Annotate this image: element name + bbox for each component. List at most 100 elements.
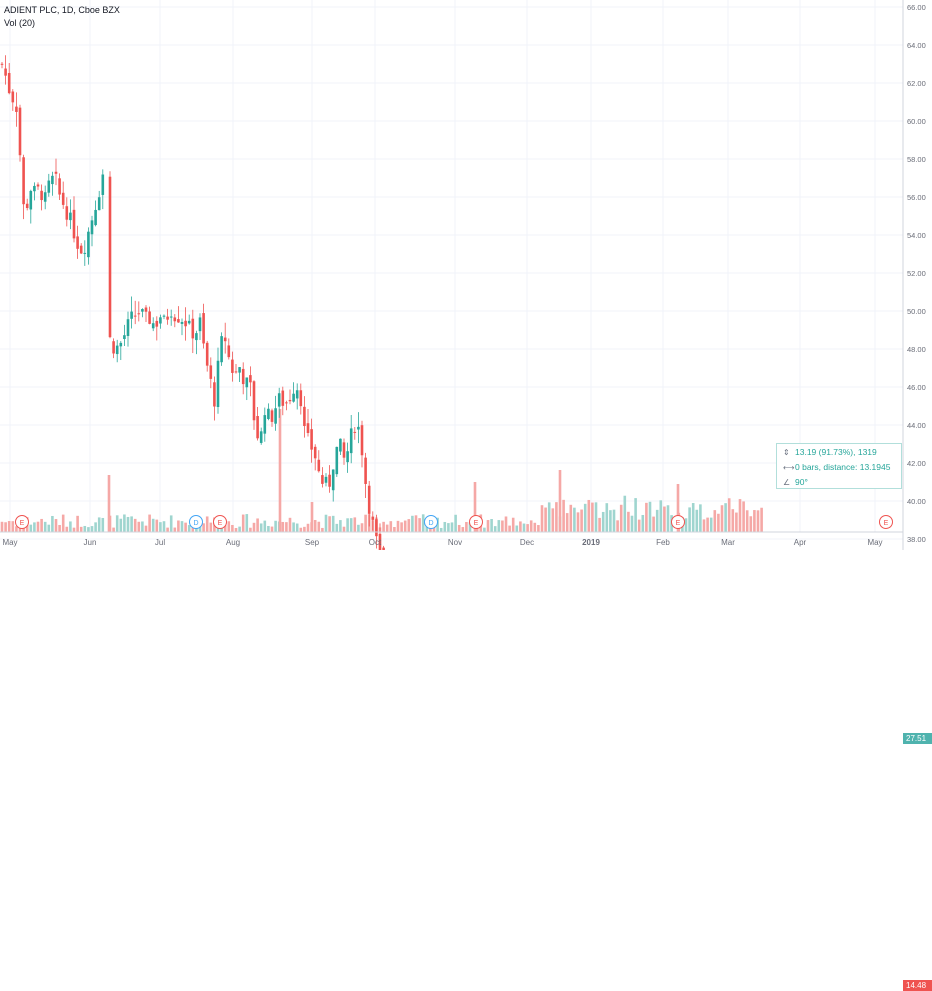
volume-bar [209, 522, 213, 532]
x-tick-label: Dec [520, 538, 534, 547]
candle-body [198, 317, 202, 332]
volume-bar [663, 506, 666, 532]
volume-bar [335, 523, 339, 532]
candle-body [205, 342, 209, 366]
volume-bar [475, 526, 479, 532]
volume-bar [51, 515, 54, 532]
candle-body [241, 368, 245, 385]
volume-bar [263, 520, 267, 532]
candle-body [119, 342, 123, 347]
earnings-marker[interactable]: E [879, 515, 893, 529]
volume-bar [94, 522, 97, 532]
dividend-marker[interactable]: D [189, 515, 203, 529]
volume-bar [400, 522, 403, 532]
volume-bar [256, 518, 259, 532]
volume-bar [565, 513, 569, 532]
candle-body [162, 315, 166, 317]
volume-bar [493, 526, 497, 532]
volume-bar [61, 514, 65, 532]
price-chart[interactable]: E D E D E E E 12.0014.0016.0018.0020.0022.0024… [0, 0, 932, 550]
volume-bar [33, 522, 36, 532]
candle-body [137, 313, 141, 315]
volume-bar [619, 504, 623, 532]
volume-bar [691, 503, 695, 532]
volume-bar [123, 514, 126, 532]
volume-spike-bar [310, 502, 314, 532]
y-tick-label: 50.00 [907, 307, 926, 316]
y-tick-label: 48.00 [907, 345, 926, 354]
volume-spike-bar [278, 409, 282, 532]
volume-bar [724, 503, 727, 532]
candle-body [180, 321, 184, 324]
event-marker-label: E [884, 520, 889, 527]
candle-body [187, 320, 191, 324]
candle-body [277, 393, 281, 407]
volume-bar [54, 519, 58, 532]
candle-body [331, 469, 335, 491]
volume-bar [537, 525, 540, 532]
candle-body [249, 375, 252, 383]
volume-bar [753, 510, 756, 532]
volume-bar [130, 516, 133, 532]
candle-body [227, 345, 231, 358]
volume-bar [40, 518, 43, 532]
volume-bar [706, 517, 709, 532]
earnings-marker[interactable]: E [15, 515, 29, 529]
symbol-title[interactable]: ADIENT PLC, 1D, Cboe BZX [4, 5, 120, 15]
y-tick-label: 52.00 [907, 269, 926, 278]
volume-bar [659, 500, 663, 532]
time-axis[interactable]: May Jun Jul Aug Sep Oct Nov Dec 2019 Feb Mar Apr May [0, 531, 903, 547]
candle-body [285, 402, 288, 404]
volume-indicator-label[interactable]: Vol (20) [4, 18, 36, 28]
earnings-marker[interactable]: E [213, 515, 227, 529]
volume-bar [137, 521, 141, 532]
volume-bar [285, 522, 288, 532]
volume-bar [699, 504, 702, 532]
volume-bar [36, 521, 40, 532]
event-marker-label: D [193, 520, 198, 527]
volume-bar [159, 522, 162, 532]
price-axis[interactable]: 12.0014.0016.0018.0020.0022.0024.0026.00… [902, 0, 932, 550]
volume-bar [609, 510, 612, 532]
volume-bar [709, 517, 713, 532]
candle-body [313, 446, 317, 459]
candle-body [245, 377, 249, 388]
volume-bar [306, 523, 310, 532]
volume-bar [447, 523, 450, 532]
candle-body [76, 236, 79, 249]
volume-bar [173, 527, 177, 532]
volume-bar [119, 518, 123, 532]
volume-bar [90, 526, 94, 532]
dividend-marker[interactable]: D [424, 515, 438, 529]
volume-bar [666, 505, 670, 532]
candle-body [22, 157, 25, 205]
volume-bar [583, 503, 587, 532]
volume-bar [259, 523, 263, 532]
candle-body [292, 393, 295, 402]
angle-icon: ∠ [783, 478, 791, 487]
volume-bar [281, 521, 285, 532]
volume-bar [169, 515, 173, 532]
candle-body [342, 442, 346, 458]
earnings-marker[interactable]: E [469, 515, 483, 529]
volume-bar [511, 517, 515, 532]
volume-bar [634, 498, 637, 532]
volume-bar [648, 501, 652, 532]
volume-bar [439, 527, 443, 532]
volume-bar [403, 520, 407, 532]
candle-body [97, 197, 101, 211]
x-tick-label: Feb [656, 538, 670, 547]
volume-bar [72, 527, 76, 532]
candle-body [223, 337, 227, 342]
volume-bar [425, 524, 429, 532]
candle-body [133, 315, 137, 317]
candle-body [69, 212, 72, 221]
candle-body [231, 359, 234, 373]
chart-legend: ADIENT PLC, 1D, Cboe BZX Vol (20) [4, 4, 120, 30]
volume-bar [97, 517, 101, 532]
volume-bar [630, 515, 634, 532]
candle-body [195, 333, 198, 341]
volume-bar [151, 518, 155, 532]
earnings-marker[interactable]: E [671, 515, 685, 529]
